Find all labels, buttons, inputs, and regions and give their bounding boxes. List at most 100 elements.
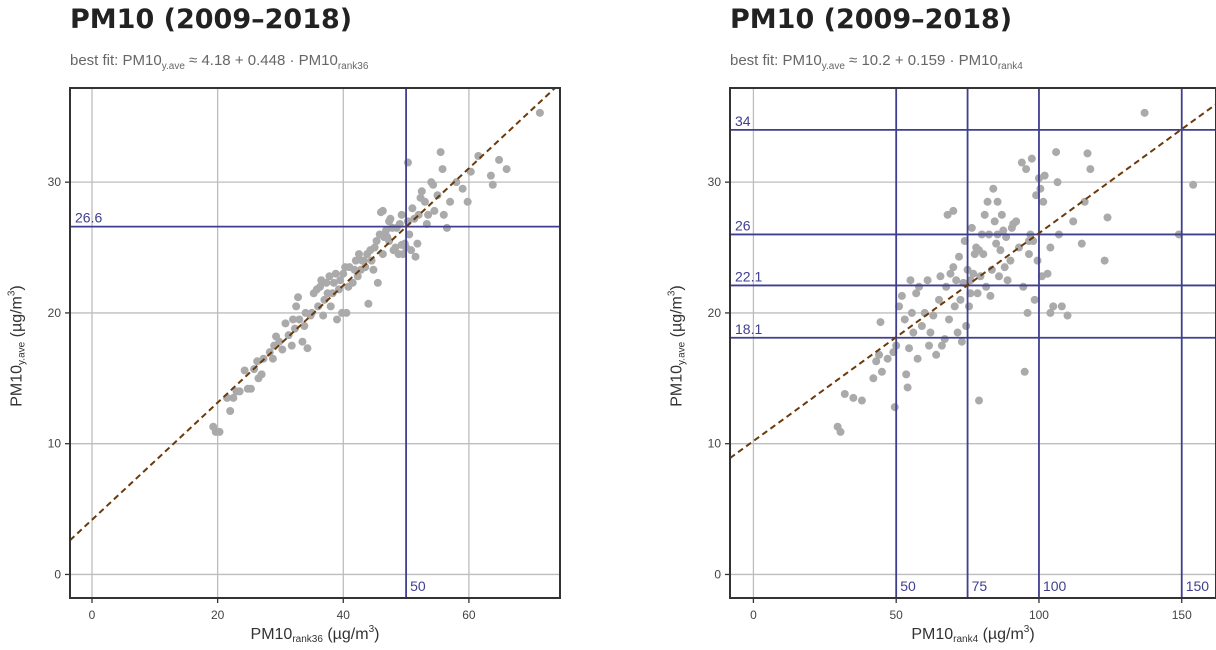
data-point [1083,149,1092,158]
data-point [840,390,849,398]
y-axis-label: PM10y.ave (µg/m3) [666,285,688,407]
data-point [268,354,277,363]
data-point [364,299,373,308]
data-point [1000,263,1009,272]
data-point [915,282,924,291]
data-point [433,191,442,200]
data-point [1086,165,1095,174]
data-point [1023,308,1032,317]
data-point [983,197,992,206]
data-point [495,155,504,164]
data-point [281,319,290,328]
y-tick-label: 10 [48,437,62,451]
data-point [932,350,941,359]
data-point [300,322,309,330]
x-tick-label: 0 [750,608,757,622]
data-point [354,250,363,259]
y-tick-label: 30 [48,175,62,189]
data-point [1019,282,1028,291]
data-point [849,393,858,402]
data-point [339,269,348,278]
y-tick-label: 10 [708,437,722,451]
data-point [903,383,912,392]
data-point [974,396,983,405]
data-point [994,272,1003,281]
data-point [502,165,511,174]
horizontal-reference-label: 34 [735,113,751,129]
data-point [1027,154,1036,163]
data-point [229,393,238,402]
data-point [942,282,951,291]
data-point [993,197,1002,206]
data-point [442,223,451,232]
data-point [969,269,978,278]
x-axis-label: PM10rank4 (µg/m3) [911,624,1035,645]
data-point [398,250,407,259]
data-point [897,291,906,300]
y-tick-label: 0 [54,567,61,581]
data-point [982,282,991,291]
horizontal-reference-label: 26 [735,217,751,233]
data-point [275,337,284,346]
data-point [1022,165,1031,174]
data-point [950,302,959,311]
data-point [913,354,922,363]
data-point [836,427,845,436]
data-point [1053,178,1062,187]
data-point [292,302,301,311]
data-point [226,407,235,415]
data-point [1003,276,1012,285]
horizontal-reference-label: 18.1 [735,321,762,337]
data-point [360,256,368,265]
data-point [408,204,417,213]
data-point [316,282,325,291]
data-point [463,197,472,206]
data-point [1077,239,1086,248]
data-point [429,180,438,189]
data-point [303,344,312,353]
data-point [937,341,946,350]
plot-frame [69,87,561,599]
data-point [1049,302,1058,311]
data-point [1006,256,1015,265]
data-point [488,180,497,189]
data-point [372,237,381,245]
data-point [391,243,400,252]
data-point [974,246,983,255]
data-point [980,210,989,219]
data-point [373,278,382,287]
data-point [278,345,287,354]
x-tick-label: 0 [89,608,96,622]
data-point [240,366,249,375]
data-point [1020,367,1029,376]
data-point [1080,197,1089,206]
data-point [957,337,966,346]
data-point [322,278,331,287]
data-point [331,269,340,278]
data-point [956,295,965,304]
data-point [1063,311,1072,320]
data-point [246,384,255,393]
data-point [430,206,439,215]
data-point [535,108,544,117]
chart-subtitle: best fit: PM10y.ave ≈ 10.2 + 0.159 · PM1… [730,52,1023,72]
data-point [900,315,909,324]
y-tick-label: 20 [48,306,62,320]
data-point [458,184,467,193]
data-point [952,276,961,285]
x-tick-label: 100 [1029,608,1049,622]
data-point [1100,256,1109,265]
data-point [289,315,298,324]
data-point [945,315,954,324]
x-axis-label: PM10rank36 (µg/m3) [250,624,380,645]
data-point [907,308,916,317]
data-points [209,108,544,436]
data-point [328,289,337,298]
x-tick-label: 20 [211,608,225,622]
horizontal-reference-label: 22.1 [735,268,762,284]
data-point [902,370,911,379]
data-point [257,370,266,379]
data-point [253,357,262,366]
data-point [385,217,394,226]
chart-title: PM10 (2009–2018) [730,4,1013,35]
